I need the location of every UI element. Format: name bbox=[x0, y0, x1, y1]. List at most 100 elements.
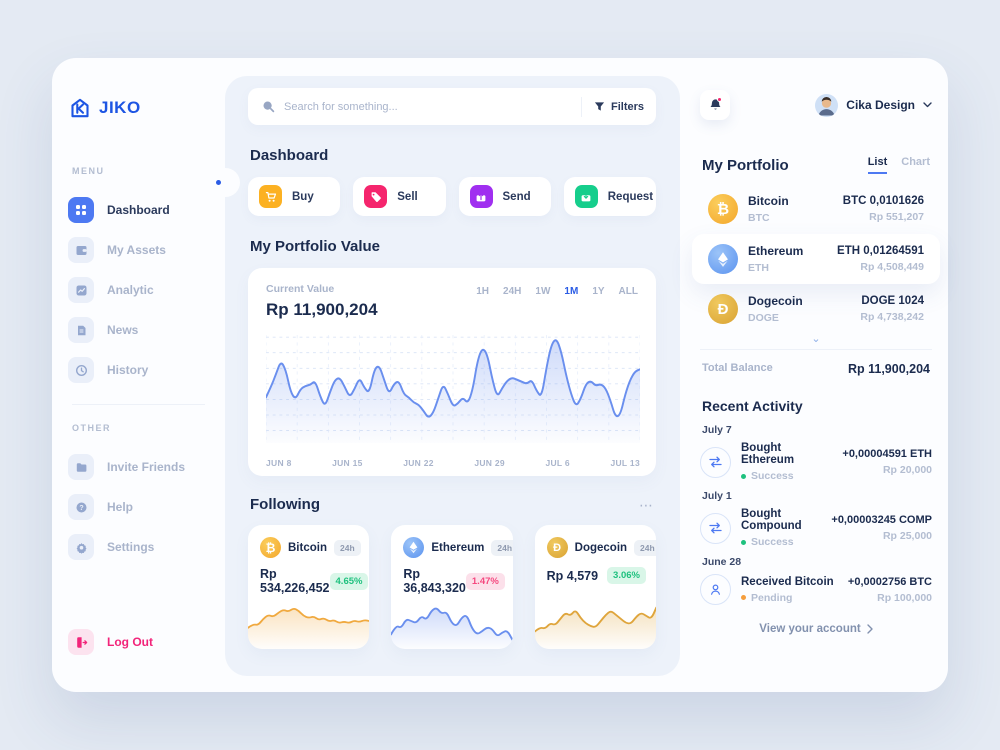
svg-text:?: ? bbox=[79, 505, 83, 512]
request-icon bbox=[574, 185, 598, 208]
sidebar-item-help[interactable]: ? Help bbox=[68, 487, 225, 527]
chart-x-axis: JUN 8 JUN 15 JUN 22 JUN 29 JUL 6 JUL 13 bbox=[266, 458, 640, 468]
tab-chart[interactable]: Chart bbox=[901, 156, 930, 168]
coin-value: Rp 36,843,320 bbox=[403, 567, 466, 595]
logout-button[interactable]: Log Out bbox=[68, 622, 153, 662]
following-card-ethereum[interactable]: Ethereum 24h Rp 36,843,320 1.47% bbox=[391, 525, 513, 649]
range-1w[interactable]: 1W bbox=[535, 286, 551, 297]
my-portfolio-title: My Portfolio bbox=[702, 156, 789, 174]
main-panel: Filters Dashboard Buy Sell Send bbox=[211, 76, 680, 676]
jiko-logo-icon bbox=[71, 98, 89, 118]
sidebar-item-history[interactable]: History bbox=[68, 350, 225, 390]
status-dot bbox=[741, 595, 746, 600]
more-options-icon[interactable]: ⋯ bbox=[639, 496, 654, 513]
following-card-dogecoin[interactable]: Ð Dogecoin 24h Rp 4,579 3.06% bbox=[534, 525, 656, 649]
buy-label: Buy bbox=[292, 190, 314, 203]
folder-icon bbox=[68, 454, 94, 480]
send-icon bbox=[469, 185, 493, 208]
range-1h[interactable]: 1H bbox=[476, 286, 490, 297]
swap-arrows-icon bbox=[700, 446, 731, 478]
portfolio-row-bitcoin[interactable]: ₿ Bitcoin BTC BTC 0,0101626 Rp 551,207 bbox=[700, 184, 932, 234]
sidebar-item-label: My Assets bbox=[107, 243, 166, 257]
range-1y[interactable]: 1Y bbox=[592, 286, 605, 297]
other-section-label: OTHER bbox=[72, 423, 111, 433]
activity-row-bought-ethereum[interactable]: Bought Ethereum Success +0,00004591 ETH … bbox=[700, 442, 932, 482]
following-card-bitcoin[interactable]: ₿ Bitcoin 24h Rp 534,226,452 4.65% bbox=[248, 525, 370, 649]
send-button[interactable]: Send bbox=[458, 177, 551, 216]
following-cards: ₿ Bitcoin 24h Rp 534,226,452 4.65% E bbox=[248, 525, 656, 649]
range-1m[interactable]: 1M bbox=[564, 286, 579, 297]
notifications-button[interactable] bbox=[700, 90, 730, 120]
period-badge: 24h bbox=[634, 539, 656, 556]
expand-portfolio-icon[interactable]: ⌄ bbox=[811, 333, 821, 345]
coin-name: Bitcoin bbox=[748, 194, 789, 208]
sidebar-item-analytic[interactable]: Analytic bbox=[68, 270, 225, 310]
activity-row-bought-compound[interactable]: Bought Compound Success +0,00003245 COMP… bbox=[700, 508, 932, 548]
range-all[interactable]: ALL bbox=[618, 286, 638, 297]
portfolio-value-chart[interactable] bbox=[266, 333, 640, 443]
activity-amount: +0,0002756 BTC bbox=[847, 575, 932, 588]
buy-button[interactable]: Buy bbox=[248, 177, 341, 216]
sidebar-item-settings[interactable]: Settings bbox=[68, 527, 225, 567]
coin-name: Dogecoin bbox=[748, 294, 803, 308]
ethereum-icon bbox=[403, 537, 425, 558]
activity-rp: Rp 100,000 bbox=[877, 591, 932, 604]
total-balance-label: Total Balance bbox=[702, 362, 773, 374]
ethereum-sparkline bbox=[391, 591, 513, 649]
app-window: JIKO MENU Dashboard My Assets Analytic bbox=[52, 58, 948, 692]
coin-amount: BTC 0,0101626 bbox=[842, 195, 924, 207]
range-24h[interactable]: 24H bbox=[503, 286, 522, 297]
tab-list[interactable]: List bbox=[867, 156, 888, 174]
search-input[interactable] bbox=[284, 100, 569, 113]
filters-label: Filters bbox=[610, 100, 644, 113]
coin-name: Ethereum bbox=[748, 244, 804, 258]
sell-button[interactable]: Sell bbox=[353, 177, 446, 216]
help-icon: ? bbox=[68, 494, 94, 520]
quick-actions: Buy Sell Send Request bbox=[248, 177, 656, 216]
portfolio-row-ethereum[interactable]: Ethereum ETH ETH 0,01264591 Rp 4,508,449 bbox=[692, 234, 940, 284]
activity-name: Received Bitcoin bbox=[741, 575, 834, 588]
right-panel: Cika Design My Portfolio List Chart ₿ Bi… bbox=[680, 58, 948, 692]
change-badge: 3.06% bbox=[607, 567, 646, 584]
filter-funnel-icon bbox=[594, 102, 605, 111]
total-balance-value: Rp 11,900,204 bbox=[847, 362, 930, 376]
active-indicator-dot bbox=[216, 180, 221, 185]
news-icon bbox=[68, 317, 94, 343]
portfolio-row-dogecoin[interactable]: Ð Dogecoin DOGE DOGE 1024 Rp 4,738,242 bbox=[700, 284, 932, 334]
user-name: Cika Design bbox=[846, 98, 915, 112]
gear-icon bbox=[68, 534, 94, 560]
portfolio-value-card: Current Value Rp 11,900,204 1H 24H 1W 1M… bbox=[248, 268, 656, 476]
brand-logo[interactable]: JIKO bbox=[68, 96, 225, 120]
user-menu[interactable]: Cika Design bbox=[815, 93, 932, 117]
activity-row-received-bitcoin[interactable]: Received Bitcoin Pending +0,0002756 BTC … bbox=[700, 574, 932, 605]
sidebar-item-my-assets[interactable]: My Assets bbox=[68, 230, 225, 270]
dashboard-title: Dashboard bbox=[250, 147, 329, 164]
ethereum-icon bbox=[708, 244, 738, 274]
activity-rp: Rp 20,000 bbox=[882, 464, 932, 476]
sidebar-item-dashboard[interactable]: Dashboard bbox=[68, 190, 225, 230]
total-balance-row: Total Balance Rp 11,900,204 bbox=[700, 349, 932, 376]
view-account-link[interactable]: View your account bbox=[700, 623, 932, 635]
coin-amount: ETH 0,01264591 bbox=[837, 245, 924, 257]
status-dot bbox=[741, 539, 746, 545]
avatar bbox=[815, 93, 839, 117]
logout-icon bbox=[68, 629, 94, 655]
bitcoin-icon: ₿ bbox=[708, 194, 738, 224]
activity-rp: Rp 25,000 bbox=[882, 530, 932, 542]
activity-status: Success bbox=[751, 536, 794, 548]
activity-amount: +0,00004591 ETH bbox=[842, 448, 932, 460]
notification-dot bbox=[717, 97, 722, 102]
sell-label: Sell bbox=[397, 190, 418, 203]
analytics-icon bbox=[68, 277, 94, 303]
filters-button[interactable]: Filters bbox=[594, 101, 644, 113]
sidebar-item-invite-friends[interactable]: Invite Friends bbox=[68, 447, 225, 487]
x-tick: JUN 15 bbox=[332, 458, 363, 468]
sidebar-item-news[interactable]: News bbox=[68, 310, 225, 350]
x-tick: JUN 8 bbox=[266, 458, 292, 468]
sidebar-item-label: Settings bbox=[107, 540, 155, 554]
coin-symbol: DOGE bbox=[748, 312, 779, 324]
brand-name: JIKO bbox=[99, 98, 141, 117]
request-button[interactable]: Request bbox=[563, 177, 656, 216]
coin-amount: DOGE 1024 bbox=[861, 295, 924, 307]
coin-name: Ethereum bbox=[431, 541, 485, 554]
